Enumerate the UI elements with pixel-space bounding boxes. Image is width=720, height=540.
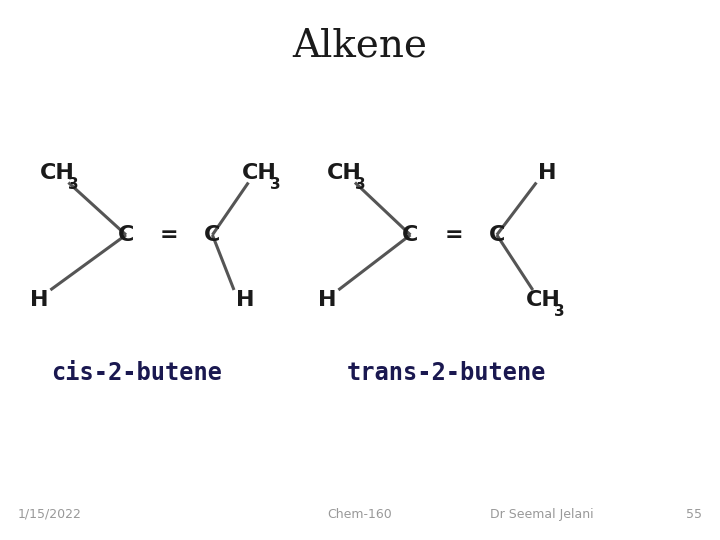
Text: CH: CH xyxy=(242,163,276,183)
Text: 3: 3 xyxy=(355,177,365,192)
Text: cis-2-butene: cis-2-butene xyxy=(51,361,222,384)
Text: C: C xyxy=(204,225,220,245)
Text: H: H xyxy=(30,289,49,310)
Text: CH: CH xyxy=(40,163,75,183)
Text: 1/15/2022: 1/15/2022 xyxy=(18,508,82,521)
Text: Chem-160: Chem-160 xyxy=(328,508,392,521)
Text: Alkene: Alkene xyxy=(292,28,428,64)
Text: H: H xyxy=(318,289,337,310)
Text: CH: CH xyxy=(526,289,561,310)
Text: H: H xyxy=(235,289,254,310)
Text: 3: 3 xyxy=(554,304,564,319)
Text: C: C xyxy=(489,225,505,245)
Text: =: = xyxy=(444,225,463,245)
Text: CH: CH xyxy=(327,163,361,183)
Text: C: C xyxy=(118,225,134,245)
Text: Dr Seemal Jelani: Dr Seemal Jelani xyxy=(490,508,593,521)
Text: 55: 55 xyxy=(686,508,702,521)
Text: 3: 3 xyxy=(68,177,78,192)
Text: C: C xyxy=(402,225,418,245)
Text: 3: 3 xyxy=(270,177,280,192)
Text: trans-2-butene: trans-2-butene xyxy=(346,361,546,384)
Text: =: = xyxy=(160,225,179,245)
Text: H: H xyxy=(538,163,557,183)
